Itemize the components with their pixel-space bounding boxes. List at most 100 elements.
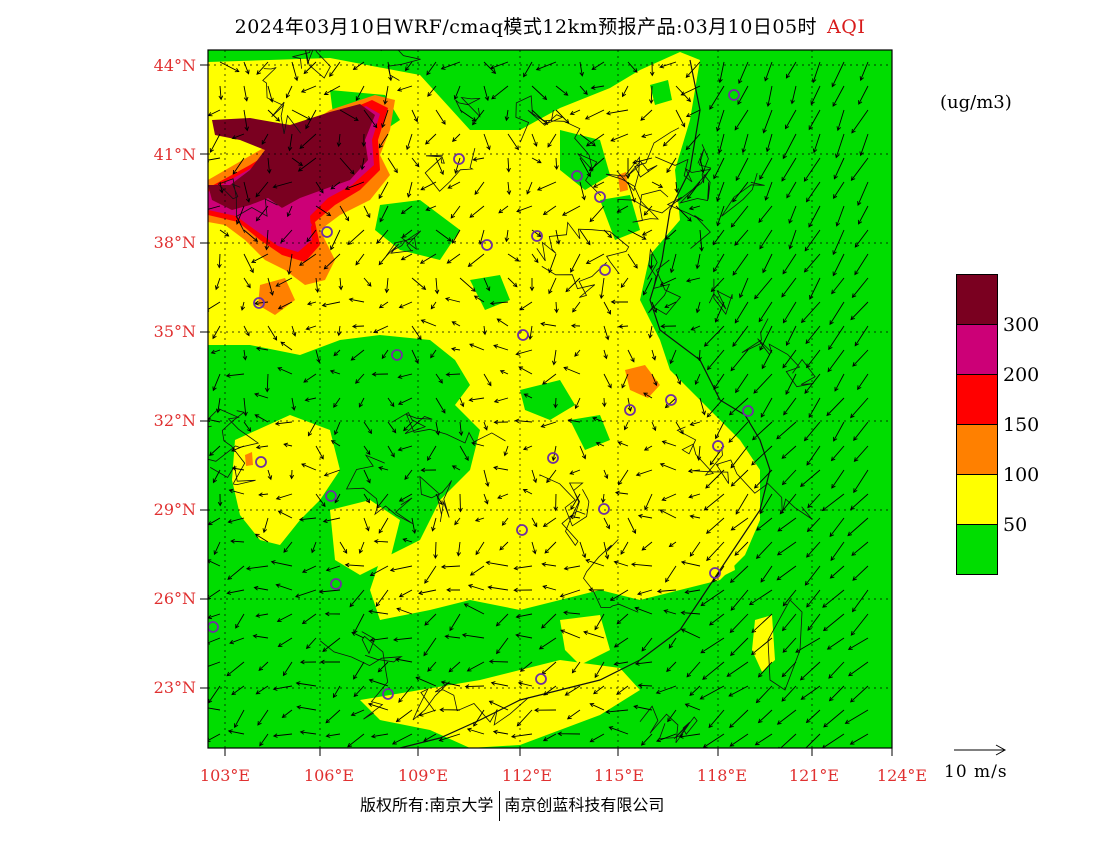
wind-vector [531,109,549,125]
wind-vector [514,418,533,424]
wind-vector [569,109,581,116]
wind-vector [286,205,293,218]
wind-vector [411,517,417,535]
wind-vector [627,349,635,363]
wind-vector [398,493,413,502]
lon-label-109: 109°E [397,766,449,785]
wind-vector [785,373,797,395]
wind-vector [285,85,293,99]
wind-vector [765,133,773,153]
chart-title: 2024年03月10日WRF/cmaq模式12km预报产品:03月10日05时 A… [0,12,1100,39]
wind-vector [453,85,461,101]
wind-vector [363,493,370,504]
wind-vector [378,466,389,471]
wind-vector [375,589,389,607]
wind-vector [445,372,461,377]
wind-vector [684,703,701,711]
wind-vector [705,469,725,489]
wind-vector [487,585,509,591]
wind-vector [384,277,390,294]
wind-vector [446,587,461,593]
city-marker-icon [382,688,394,700]
lon-label-124: 124°E [876,766,928,785]
wind-vector [667,709,677,723]
wind-vector [758,205,773,223]
wind-vector [295,681,317,687]
wind-vector [782,613,797,632]
wind-vector [542,517,557,528]
wind-vector [378,181,389,200]
wind-vector [440,680,461,687]
wind-vector [651,421,657,432]
wind-vector [307,301,317,306]
wind-vector [209,445,221,457]
wind-vector [291,157,304,167]
wind-vector [255,444,269,450]
wind-vector [369,637,389,643]
wind-vector [651,373,658,387]
wind-vector [235,613,245,629]
wind-vector [280,341,293,351]
wind-vector [786,181,797,199]
wind-vector [579,61,585,77]
wind-vector [660,323,677,329]
wind-vector [804,373,821,394]
wind-vector [605,109,629,116]
wind-vector [574,349,581,357]
wind-vector [655,685,677,695]
wind-vector [579,445,587,460]
wind-vector [699,229,704,252]
wind-vector [387,445,395,458]
wind-vector [423,733,437,742]
aqi-very-unhealthy-core [265,205,312,245]
wind-vector [458,421,464,437]
wind-vector [847,517,869,537]
wind-vector [666,661,677,673]
wind-vector [563,565,581,571]
wind-vector [627,229,647,240]
wind-vector [600,493,606,504]
wind-vector [753,469,773,489]
wind-vector [298,517,317,522]
wind-vector [219,61,240,73]
wind-vector [252,633,269,639]
wind-vector [282,661,293,677]
wind-vector [718,61,725,84]
wind-vector [466,727,485,735]
wind-vector [473,295,485,303]
wind-vector [323,85,341,95]
wind-vector [396,85,413,92]
wind-vector [548,253,557,274]
wind-vector [488,659,509,664]
lat-label-29: 29°N [153,500,196,519]
wind-vector [531,469,538,484]
wind-vector [807,493,821,509]
wind-vector [823,709,845,728]
boundary-line [391,411,506,444]
city-marker-icon [330,578,342,590]
wind-vector [355,253,365,266]
wind-vector [322,517,341,524]
wind-vector [620,541,629,555]
wind-vector [751,445,773,466]
city-marker-icon [531,230,543,242]
wind-vector [804,565,821,586]
wind-vector [338,277,344,291]
wind-vector [531,85,548,101]
legend-swatch-very-unhealthy [957,324,997,374]
wind-vector [393,637,413,642]
wind-vector [589,702,605,711]
wind-vector [474,181,485,196]
wind-vector [810,85,821,106]
wind-vector [400,205,413,215]
wind-vector [659,509,677,519]
wind-vector [339,157,355,175]
wind-vector [555,109,570,124]
lat-label-35: 35°N [153,322,196,341]
wind-vector [569,514,581,520]
wind-vector [353,685,365,698]
wind-vector [339,541,348,554]
wind-vector [779,493,797,515]
boundary-line [455,96,481,118]
wind-vector [713,373,725,390]
